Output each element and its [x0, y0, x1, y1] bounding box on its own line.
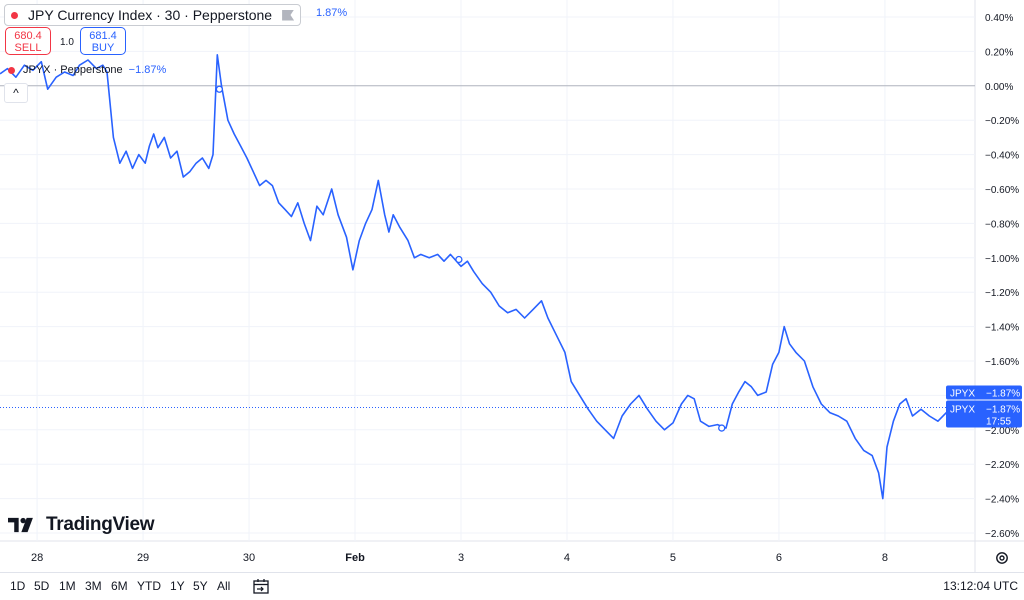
range-6m-button[interactable]: 6M — [111, 579, 128, 593]
x-tick-label: 29 — [137, 552, 149, 564]
y-tick-label: −0.40% — [985, 151, 1019, 162]
logo-text: TradingView — [46, 514, 155, 535]
symbol-title: JPY Currency Index · 30 · Pepperstone — [28, 7, 273, 23]
flag-icon[interactable] — [282, 9, 295, 21]
buy-price: 681.4 — [89, 30, 117, 42]
x-tick-label: Feb — [345, 552, 365, 564]
chevron-up-icon: ^ — [13, 86, 19, 100]
y-tick-label: −1.20% — [985, 288, 1019, 299]
y-tick-label: 0.20% — [985, 47, 1013, 58]
bar-countdown: 17:55 — [986, 416, 1011, 427]
price-label-value: −1.87% — [986, 404, 1020, 415]
red-dot-icon — [11, 11, 18, 19]
price-label-symbol: JPYX — [950, 388, 975, 399]
utc-clock[interactable]: 13:12:04 UTC — [943, 579, 1018, 593]
y-tick-label: −2.20% — [985, 460, 1019, 471]
sell-price: 680.4 — [14, 30, 42, 42]
y-tick-label: −2.00% — [985, 426, 1019, 437]
range-all-button[interactable]: All — [217, 579, 231, 593]
series-line[interactable] — [0, 54, 971, 500]
price-label-symbol: JPYX — [950, 404, 975, 415]
range-1d-button[interactable]: 1D — [10, 579, 26, 593]
x-tick-label: 6 — [776, 552, 782, 564]
y-tick-label: −0.60% — [985, 185, 1019, 196]
y-tick-label: −1.60% — [985, 357, 1019, 368]
series-change: −1.87% — [128, 64, 167, 76]
quantity-value[interactable]: 1.0 — [60, 37, 74, 48]
x-tick-label: 30 — [243, 552, 255, 564]
range-1y-button[interactable]: 1Y — [170, 579, 185, 593]
collapse-legend-button[interactable]: ^ — [4, 83, 28, 103]
buy-button[interactable]: 681.4 BUY — [80, 27, 126, 55]
y-tick-label: 0.40% — [985, 13, 1013, 24]
y-tick-label: 0.00% — [985, 82, 1013, 93]
bottom-toolbar: 1D 5D 1M 3M 6M YTD 1Y 5Y All 13:12:04 UT… — [0, 572, 1024, 600]
price-label-value: −1.87% — [986, 388, 1020, 399]
y-tick-label: −1.00% — [985, 254, 1019, 265]
sell-button[interactable]: 680.4 SELL — [5, 27, 51, 55]
tradingview-mark-icon — [8, 517, 33, 533]
y-tick-label: −2.40% — [985, 495, 1019, 506]
x-tick-label: 4 — [564, 552, 570, 564]
range-ytd-button[interactable]: YTD — [137, 579, 161, 593]
range-5y-button[interactable]: 5Y — [193, 579, 208, 593]
x-tick-label: 28 — [31, 552, 43, 564]
price-label-box — [946, 385, 1022, 400]
series-legend[interactable]: JPYX · Pepperstone −1.87% — [8, 64, 166, 76]
range-5d-button[interactable]: 5D — [34, 579, 50, 593]
y-tick-label: −0.80% — [985, 219, 1019, 230]
event-marker[interactable] — [455, 255, 463, 264]
buy-label: BUY — [91, 42, 115, 54]
y-tick-label: −0.20% — [985, 116, 1019, 127]
calendar-icon[interactable] — [252, 578, 270, 594]
settings-icon[interactable] — [995, 551, 1009, 565]
x-tick-label: 3 — [458, 552, 464, 564]
x-tick-label: 5 — [670, 552, 676, 564]
red-dot-icon — [8, 66, 15, 74]
y-tick-label: −1.40% — [985, 323, 1019, 334]
y-tick-label: −2.60% — [985, 529, 1019, 540]
symbol-change: 1.87% — [316, 7, 348, 19]
symbol-legend[interactable]: JPY Currency Index · 30 · Pepperstone — [4, 4, 302, 26]
series-name: JPYX · Pepperstone — [23, 64, 123, 76]
price-label-box — [946, 400, 1022, 428]
range-3m-button[interactable]: 3M — [85, 579, 102, 593]
sell-label: SELL — [14, 42, 42, 54]
tradingview-logo[interactable]: TradingView — [8, 514, 155, 536]
event-marker[interactable] — [718, 424, 726, 432]
event-marker[interactable] — [215, 85, 224, 93]
range-1m-button[interactable]: 1M — [59, 579, 76, 593]
x-tick-label: 8 — [882, 552, 888, 564]
